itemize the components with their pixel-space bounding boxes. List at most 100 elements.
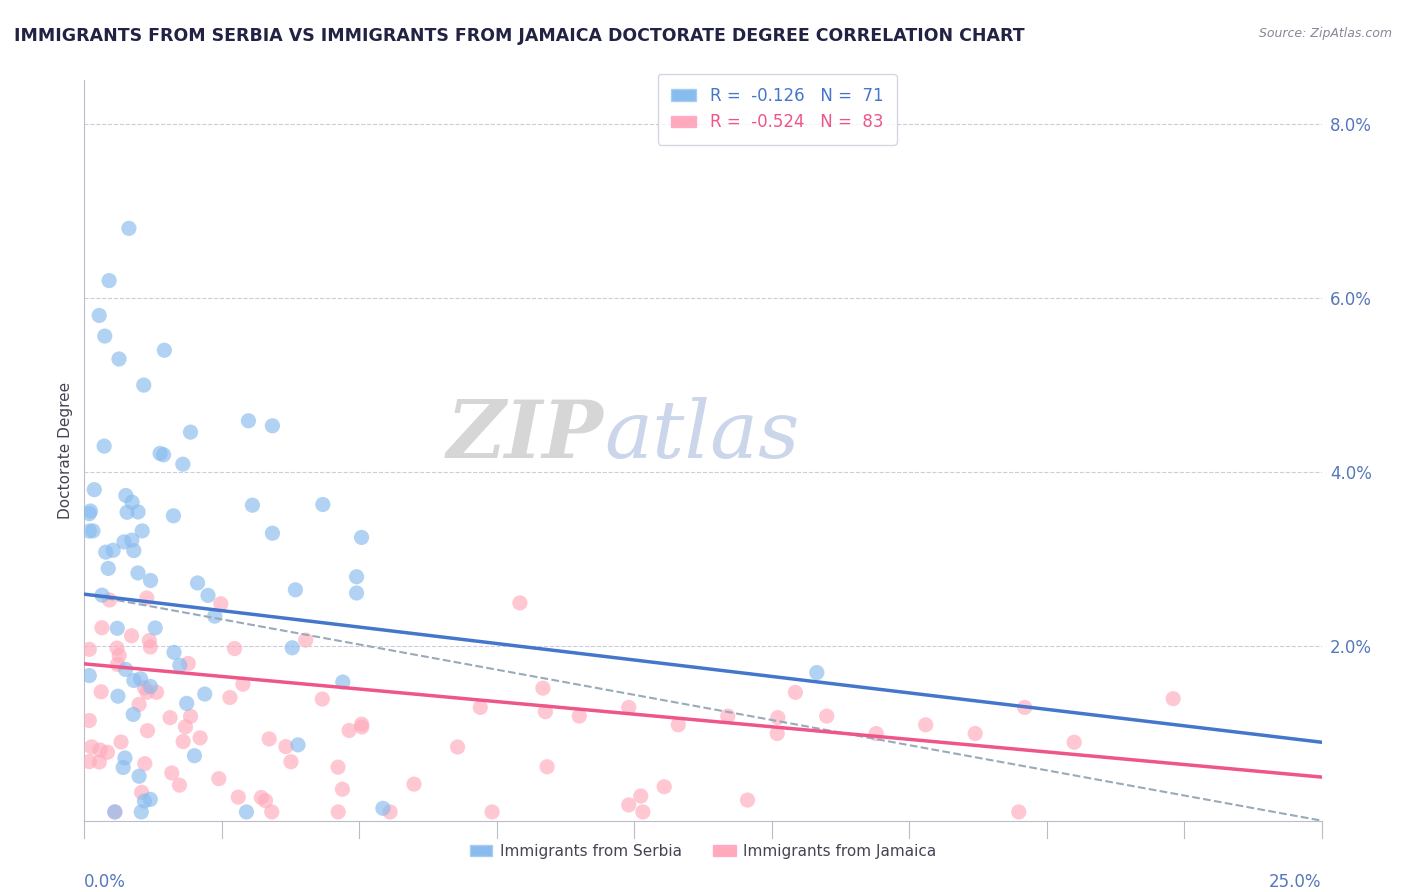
Point [260, 805, 283, 819]
Point [79, 642, 101, 657]
Point [346, 570, 368, 584]
Point [666, 718, 689, 732]
Point [145, 685, 167, 699]
Point [332, 782, 354, 797]
Point [209, 597, 232, 611]
Point [617, 797, 640, 812]
Point [80, 739, 103, 754]
Point [312, 498, 335, 512]
Point [378, 805, 401, 819]
Point [118, 221, 141, 235]
Point [136, 723, 159, 738]
Point [121, 629, 143, 643]
Point [160, 766, 183, 780]
Point [134, 756, 156, 771]
Point [83, 483, 105, 497]
Point [79, 524, 101, 538]
Point [180, 709, 202, 723]
Point [135, 591, 157, 605]
Point [101, 543, 124, 558]
Point [402, 777, 425, 791]
Point [114, 751, 136, 765]
Point [177, 657, 200, 671]
Point [226, 790, 249, 805]
Point [131, 805, 153, 819]
Point [163, 645, 186, 659]
Legend: Immigrants from Serbia, Immigrants from Jamaica: Immigrants from Serbia, Immigrants from … [464, 838, 942, 865]
Point [105, 641, 128, 656]
Point [274, 739, 297, 754]
Point [509, 596, 531, 610]
Point [127, 566, 149, 580]
Point [139, 680, 162, 694]
Point [121, 533, 143, 548]
Point [1161, 691, 1184, 706]
Point [136, 685, 159, 699]
Point [93, 439, 115, 453]
Point [188, 731, 211, 745]
Point [122, 543, 145, 558]
Point [143, 621, 166, 635]
Point [94, 545, 117, 559]
Point [134, 794, 156, 808]
Point [131, 785, 153, 799]
Point [98, 593, 121, 607]
Point [110, 735, 132, 749]
Point [134, 681, 156, 695]
Point [115, 488, 138, 502]
Point [149, 446, 172, 460]
Point [242, 498, 264, 512]
Point [568, 709, 591, 723]
Text: atlas: atlas [605, 397, 800, 475]
Point [631, 805, 654, 819]
Point [371, 801, 394, 815]
Point [131, 524, 153, 538]
Point [194, 687, 217, 701]
Point [132, 378, 155, 392]
Point [287, 738, 309, 752]
Point [79, 755, 101, 769]
Point [332, 675, 354, 690]
Point [806, 665, 828, 680]
Text: ZIP: ZIP [447, 397, 605, 475]
Point [112, 535, 135, 549]
Point [176, 697, 198, 711]
Point [785, 685, 807, 699]
Point [235, 805, 257, 819]
Point [815, 709, 838, 723]
Point [262, 418, 284, 433]
Point [284, 582, 307, 597]
Point [179, 425, 201, 439]
Point [219, 690, 242, 705]
Point [204, 609, 226, 624]
Point [115, 505, 138, 519]
Point [326, 760, 349, 774]
Point [107, 689, 129, 703]
Point [104, 805, 127, 819]
Point [105, 621, 128, 635]
Point [169, 658, 191, 673]
Point [128, 698, 150, 712]
Point [481, 805, 503, 819]
Point [104, 805, 127, 819]
Y-axis label: Doctorate Degree: Doctorate Degree [58, 382, 73, 519]
Point [129, 672, 152, 686]
Point [350, 717, 373, 731]
Point [257, 731, 280, 746]
Point [238, 414, 260, 428]
Point [79, 507, 101, 521]
Point [224, 641, 246, 656]
Point [254, 794, 277, 808]
Point [965, 726, 987, 740]
Point [350, 531, 373, 545]
Point [112, 760, 135, 774]
Point [162, 508, 184, 523]
Text: Source: ZipAtlas.com: Source: ZipAtlas.com [1258, 27, 1392, 40]
Point [107, 657, 129, 672]
Point [91, 588, 114, 602]
Point [97, 561, 120, 575]
Point [96, 745, 118, 759]
Text: 25.0%: 25.0% [1270, 873, 1322, 891]
Point [89, 743, 111, 757]
Point [350, 720, 373, 734]
